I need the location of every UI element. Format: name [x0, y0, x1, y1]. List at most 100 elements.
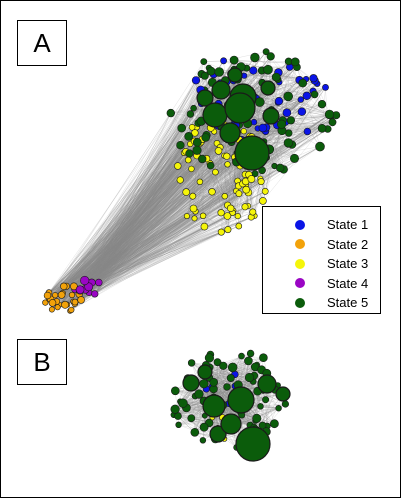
node-state-5	[209, 377, 218, 387]
node-state-5	[277, 119, 287, 129]
node-state-5	[192, 145, 202, 155]
node-state-3	[189, 204, 198, 213]
node-state-3	[191, 215, 198, 222]
node-state-1	[258, 123, 268, 133]
node-state-5	[202, 102, 228, 128]
node-state-5	[266, 52, 275, 61]
node-state-5	[283, 138, 294, 148]
node-state-5	[263, 64, 273, 75]
node-state-1	[249, 66, 258, 75]
node-state-3	[200, 222, 209, 231]
node-state-2	[61, 300, 69, 309]
node-state-3	[224, 226, 232, 234]
node-state-5	[182, 374, 200, 392]
node-state-5	[315, 141, 325, 152]
legend-label-state-3: State 3	[327, 256, 369, 272]
node-state-5	[238, 352, 245, 360]
node-state-5	[202, 394, 226, 418]
node-state-5	[194, 389, 204, 399]
node-state-3	[242, 185, 250, 194]
node-state-3	[240, 128, 247, 135]
legend-dot-state-5	[295, 297, 305, 308]
node-state-5	[257, 374, 277, 394]
node-state-5	[184, 131, 194, 141]
node-state-5	[206, 161, 215, 170]
node-state-1	[274, 96, 284, 106]
node-state-5	[223, 383, 231, 391]
legend-item-state-1: State 1	[295, 215, 380, 235]
network-b-nodes	[170, 349, 291, 462]
node-state-2	[68, 306, 75, 314]
node-state-5	[254, 97, 265, 107]
node-state-3	[247, 175, 256, 183]
node-state-2	[60, 282, 68, 290]
legend-item-state-4: State 4	[295, 274, 380, 294]
node-state-5	[227, 67, 243, 83]
node-state-3	[191, 129, 199, 137]
node-state-5	[227, 386, 255, 414]
node-state-2	[48, 306, 55, 313]
node-state-5	[192, 137, 202, 147]
legend-label-state-4: State 4	[327, 275, 369, 291]
node-state-3	[235, 222, 243, 230]
node-state-3	[188, 165, 195, 173]
node-state-5	[286, 116, 296, 125]
node-state-5	[190, 104, 197, 112]
node-state-2	[71, 298, 79, 306]
node-state-5	[214, 67, 224, 77]
node-state-5	[198, 154, 207, 164]
node-state-1	[302, 91, 311, 101]
legend-item-state-5: State 5	[295, 293, 380, 313]
node-state-5	[283, 91, 294, 102]
node-state-5	[186, 110, 195, 118]
node-state-5	[170, 404, 180, 414]
node-state-5	[219, 361, 228, 370]
node-state-5	[213, 358, 222, 367]
node-state-5	[298, 78, 308, 88]
node-state-5	[269, 419, 279, 429]
node-state-5	[259, 353, 268, 363]
node-state-5	[176, 141, 185, 150]
node-state-5	[317, 99, 327, 109]
node-state-5	[200, 71, 209, 80]
node-state-5	[190, 427, 200, 437]
node-state-3	[224, 161, 231, 168]
node-state-5	[275, 405, 282, 412]
node-state-5	[209, 425, 227, 443]
node-state-5	[289, 153, 299, 163]
node-state-2	[43, 291, 52, 300]
node-state-3	[223, 212, 232, 220]
node-state-4	[75, 285, 85, 295]
legend-dot-state-1	[295, 219, 305, 230]
node-state-1	[297, 96, 304, 103]
node-state-3	[221, 193, 229, 200]
node-state-5	[211, 80, 231, 100]
node-state-5	[310, 90, 319, 99]
node-state-5	[201, 133, 210, 142]
node-state-3	[176, 176, 184, 184]
node-state-5	[250, 52, 260, 63]
node-state-5	[244, 372, 255, 383]
node-state-5	[199, 437, 207, 444]
node-state-3	[212, 168, 219, 176]
node-state-5	[166, 108, 176, 118]
node-state-5	[199, 379, 209, 389]
node-state-5	[317, 124, 327, 133]
node-state-3	[174, 162, 182, 170]
node-state-3	[234, 213, 241, 220]
network-a-nodes	[42, 48, 341, 314]
node-state-2	[42, 299, 49, 306]
node-state-3	[249, 208, 257, 216]
node-state-3	[208, 188, 216, 196]
node-state-5	[177, 123, 186, 133]
node-state-1	[322, 84, 329, 91]
legend-label-state-5: State 5	[327, 295, 369, 311]
legend: State 1 State 2 State 3 State 4 State 5	[262, 206, 381, 314]
legend-dot-state-4	[295, 278, 305, 289]
legend-label-state-1: State 1	[327, 217, 369, 233]
node-state-5	[185, 149, 194, 158]
node-state-5	[244, 356, 253, 366]
node-state-5	[262, 107, 280, 125]
node-state-3	[217, 209, 225, 217]
